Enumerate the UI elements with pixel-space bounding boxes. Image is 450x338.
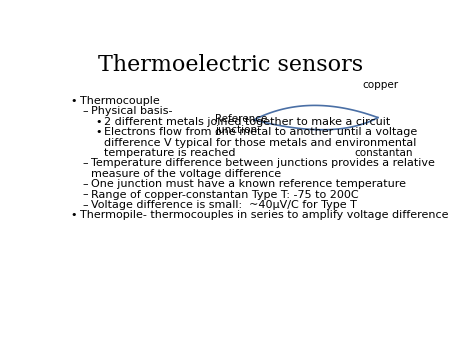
Text: –: – bbox=[83, 200, 88, 210]
Text: •: • bbox=[95, 117, 102, 127]
Text: Voltage difference is small:  ~40μV/C for Type T: Voltage difference is small: ~40μV/C for… bbox=[91, 200, 357, 210]
Text: Reference
junction: Reference junction bbox=[215, 114, 267, 135]
Text: constantan: constantan bbox=[355, 148, 413, 158]
Text: Physical basis-: Physical basis- bbox=[91, 106, 173, 116]
Text: One junction must have a known reference temperature: One junction must have a known reference… bbox=[91, 179, 406, 189]
Text: 2 different metals joined together to make a circuit: 2 different metals joined together to ma… bbox=[104, 117, 391, 127]
Text: Thermopile- thermocouples in series to amplify voltage difference: Thermopile- thermocouples in series to a… bbox=[80, 210, 448, 220]
Text: Thermoelectric sensors: Thermoelectric sensors bbox=[98, 54, 363, 76]
Text: Thermocouple: Thermocouple bbox=[80, 96, 159, 106]
Text: Range of copper-constantan Type T: -75 to 200C: Range of copper-constantan Type T: -75 t… bbox=[91, 190, 359, 199]
Text: •: • bbox=[70, 210, 77, 220]
Text: •: • bbox=[70, 96, 77, 106]
Text: temperature is reached: temperature is reached bbox=[104, 148, 236, 158]
Text: –: – bbox=[83, 106, 88, 116]
Text: –: – bbox=[83, 179, 88, 189]
Text: copper: copper bbox=[362, 80, 399, 90]
Text: •: • bbox=[95, 127, 102, 137]
Text: measure of the voltage difference: measure of the voltage difference bbox=[91, 169, 281, 179]
Text: –: – bbox=[83, 159, 88, 168]
Text: Electrons flow from one metal to another until a voltage: Electrons flow from one metal to another… bbox=[104, 127, 418, 137]
Text: difference V typical for those metals and environmental: difference V typical for those metals an… bbox=[104, 138, 417, 148]
Text: Temperature difference between junctions provides a relative: Temperature difference between junctions… bbox=[91, 159, 435, 168]
Text: –: – bbox=[83, 190, 88, 199]
